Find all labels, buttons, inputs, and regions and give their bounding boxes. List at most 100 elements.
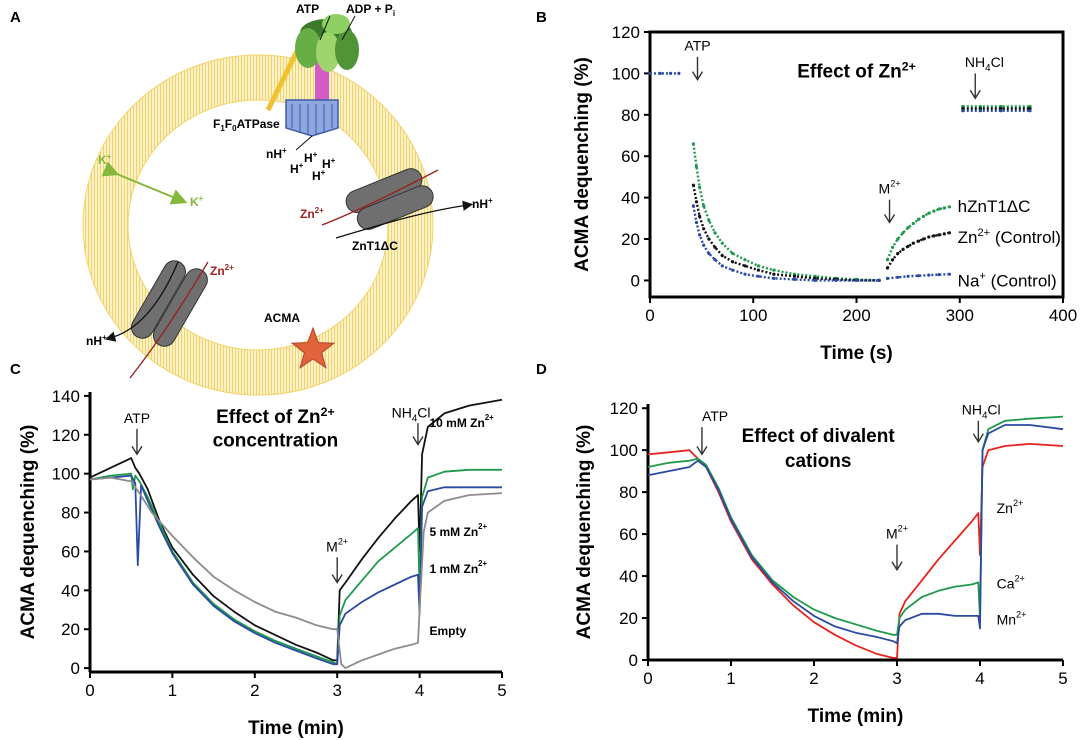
series-trace — [886, 205, 950, 261]
series-line — [647, 424, 1064, 645]
x-tick-label: 0 — [85, 681, 94, 700]
atp-annotation: ATP — [702, 408, 728, 424]
y-tick-label: 100 — [52, 465, 80, 484]
data-point — [854, 278, 859, 282]
y-tick-label: 120 — [52, 426, 80, 445]
svg-text:nH+: nH+ — [472, 196, 493, 211]
svg-text:F1F0ATPase: F1F0ATPase — [213, 117, 280, 133]
data-point — [813, 278, 817, 282]
znt1-label: ZnT1ΔC — [352, 239, 398, 253]
data-point — [942, 206, 946, 210]
chart-title-line2: concentration — [213, 430, 339, 451]
m2-arrow — [883, 199, 896, 224]
x-tick-label: 300 — [946, 306, 974, 325]
panel-a-label: A — [10, 9, 21, 26]
data-point — [707, 218, 711, 222]
data-point — [698, 185, 702, 189]
nh4cl-arrow — [972, 420, 984, 444]
svg-text:H+: H+ — [290, 161, 304, 176]
x-tick-label: 1 — [726, 669, 735, 688]
data-point — [896, 237, 900, 241]
series-2 — [648, 71, 1032, 282]
legend-entry: Zn2+ — [997, 498, 1024, 516]
series-trace — [692, 143, 880, 282]
chart-title: Effect of Zn2+ — [797, 60, 916, 83]
x-tick-label: 2 — [809, 669, 818, 688]
y-tick-label: 60 — [619, 525, 638, 544]
data-point — [731, 251, 735, 256]
svg-text:H+: H+ — [312, 168, 326, 183]
series-line — [89, 476, 503, 669]
data-point — [906, 244, 910, 248]
data-point — [658, 71, 662, 75]
data-point — [911, 221, 915, 226]
data-point — [927, 211, 931, 215]
svg-text:K+: K+ — [98, 152, 112, 167]
series-line — [647, 415, 1064, 636]
x-tick-label: 5 — [497, 681, 506, 700]
data-point — [691, 204, 696, 208]
k-transport: K+ K+ — [98, 152, 204, 209]
acma-star-icon — [290, 326, 336, 369]
k-label: K — [98, 153, 107, 167]
data-point — [885, 258, 890, 262]
y-tick-label: 0 — [71, 659, 80, 678]
data-point — [648, 71, 652, 75]
series-3 — [89, 476, 503, 669]
nh4cl-annotation: NH4Cl — [962, 401, 1001, 421]
x-tick-label: 200 — [842, 306, 870, 325]
f1f0-f: F — [213, 117, 220, 131]
panel-c-label: C — [10, 361, 21, 378]
data-point — [756, 268, 761, 272]
series-trace — [692, 205, 880, 282]
chart-d: 0 1 2 3 4 5 0 20 40 60 80 100 120 Time (min) ACMA dequ… — [574, 399, 1068, 727]
data-point — [772, 272, 776, 276]
zn-label: Zn — [210, 264, 225, 278]
adp-sub: i — [393, 9, 395, 18]
m2-annotation: M2+ — [886, 523, 908, 541]
atpase-f0-barrel — [285, 99, 339, 137]
legend-entry: Zn2+ (Control) — [958, 227, 1061, 247]
nh-label: nH — [266, 147, 282, 161]
atp-label: ATP — [296, 2, 319, 16]
y-tick-label: 0 — [631, 271, 640, 290]
proton-labels: nH+ H+ H+ H+ H+ — [266, 146, 336, 183]
data-point — [896, 251, 900, 256]
data-point — [885, 276, 890, 280]
chart-title-line2: cations — [785, 451, 852, 472]
data-point — [698, 233, 702, 237]
data-point — [896, 275, 900, 279]
nh4cl-annotation: NH4Cl — [392, 404, 431, 424]
x-tick-label: 0 — [645, 306, 654, 325]
data-point — [713, 258, 717, 262]
atp-arrow — [696, 427, 708, 456]
y-tick-label: 40 — [61, 581, 80, 600]
nh4cl-arrow — [412, 423, 424, 446]
chart-b: 0 100 200 300 400 0 20 40 60 80 100 120 Time (s) ACMA… — [572, 23, 1077, 364]
data-point — [999, 109, 1003, 113]
nh4cl-arrow-head — [412, 436, 424, 446]
data-point — [792, 274, 797, 278]
legend-entry: hZnT1ΔC — [958, 197, 1031, 216]
data-point — [702, 227, 706, 231]
data-point — [698, 214, 702, 218]
data-point — [922, 214, 926, 218]
svg-text:Zn2+: Zn2+ — [210, 263, 234, 278]
f1f0-rest: ATPase — [237, 117, 280, 131]
m2-arrow — [891, 544, 903, 572]
svg-text:H+: H+ — [322, 156, 336, 171]
y-tick-label: 40 — [621, 189, 640, 208]
svg-text:Zn2+: Zn2+ — [300, 206, 324, 221]
data-point — [713, 231, 717, 235]
data-point — [772, 276, 776, 280]
y-tick-label: 100 — [612, 64, 640, 83]
data-point — [932, 209, 936, 213]
data-point — [756, 264, 761, 268]
k-arrow — [101, 161, 188, 205]
series-1 — [647, 415, 1064, 636]
x-tick-label: 4 — [415, 681, 424, 700]
y-tick-label: 120 — [612, 23, 640, 42]
x-tick-label: 100 — [739, 306, 767, 325]
legend-entry: 10 mM Zn2+ — [429, 413, 494, 430]
f1f0-f2: F — [225, 117, 232, 131]
